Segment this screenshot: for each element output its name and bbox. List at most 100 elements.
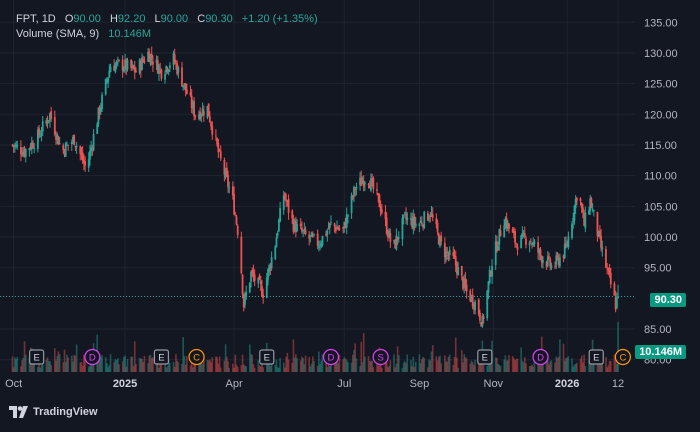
candle-body	[293, 220, 296, 232]
event-marker-d[interactable]: D	[322, 348, 340, 366]
candle-body	[516, 246, 519, 250]
candle	[503, 218, 506, 238]
tradingview-logo-icon	[9, 406, 28, 418]
candle	[235, 214, 238, 226]
event-marker-e[interactable]: E	[477, 349, 493, 365]
volume-bar	[251, 354, 254, 372]
candle	[159, 62, 162, 74]
candle	[113, 59, 116, 71]
volume-bar	[73, 354, 75, 372]
volume-bar	[444, 355, 446, 372]
event-marker-e[interactable]: E	[588, 349, 604, 365]
candle-body	[194, 115, 197, 117]
candle	[87, 152, 90, 172]
event-marker-d[interactable]: D	[532, 348, 549, 366]
volume-bar	[333, 357, 336, 372]
tradingview-branding[interactable]: TradingView	[9, 404, 98, 420]
interval-label[interactable]: 1D	[41, 13, 56, 25]
volume-bar	[490, 363, 492, 372]
event-marker-e[interactable]: E	[259, 349, 275, 365]
volume-bar	[160, 364, 163, 372]
candle-body	[244, 294, 246, 305]
candle	[437, 232, 440, 245]
candle	[193, 97, 196, 121]
candle-body	[608, 268, 611, 274]
candle	[11, 143, 14, 147]
volume-bar	[516, 358, 519, 372]
grid	[0, 0, 635, 372]
candle-body	[46, 120, 49, 123]
candle	[470, 294, 473, 303]
event-marker-s[interactable]: S	[372, 348, 389, 366]
volume-indicator-label[interactable]: Volume (SMA, 9)	[16, 28, 100, 40]
candle	[377, 192, 380, 203]
volume-bar	[419, 363, 422, 372]
volume-bar	[275, 359, 278, 372]
event-marker-c[interactable]: C	[188, 348, 205, 366]
volume-bar	[362, 333, 365, 372]
volume-bar	[452, 365, 455, 372]
candle	[471, 288, 474, 310]
candle	[512, 227, 515, 239]
candle-body	[183, 83, 186, 87]
candle	[462, 276, 464, 291]
volume-bar	[66, 354, 68, 372]
candle-body	[242, 293, 245, 308]
time-axis[interactable]: Oct 2025 Apr Jul Sep Nov 2026 12	[5, 378, 624, 390]
price-axis[interactable]: 135.00 130.00 125.00 120.00 115.00 110.00 105.…	[644, 17, 678, 366]
candle-series	[11, 46, 619, 328]
candle	[309, 235, 312, 243]
volume-bar	[462, 362, 464, 372]
candle	[244, 291, 246, 309]
symbol-label[interactable]: FPT	[16, 13, 36, 25]
volume-bar	[545, 360, 548, 372]
candle-body	[287, 199, 290, 213]
candle-body	[219, 151, 222, 159]
candle	[101, 92, 103, 113]
candle	[149, 53, 152, 67]
candle	[498, 228, 501, 251]
volume-bar	[606, 367, 608, 372]
candle	[448, 246, 451, 261]
candle-body	[411, 218, 414, 228]
volume-bar	[430, 351, 433, 372]
volume-bar	[14, 357, 16, 372]
candle	[617, 284, 619, 299]
candle-body	[156, 60, 159, 74]
candle	[293, 218, 296, 233]
volume-bar	[312, 356, 314, 372]
candle-body	[24, 149, 27, 157]
candle-body	[589, 198, 592, 212]
event-marker-e[interactable]: E	[153, 349, 170, 365]
candle	[405, 207, 407, 225]
event-badge	[372, 348, 389, 366]
candle	[284, 191, 286, 201]
event-marker-e[interactable]: E	[29, 349, 45, 365]
event-marker-d[interactable]: D	[84, 348, 101, 366]
candle	[615, 292, 618, 310]
candle-body	[540, 256, 543, 263]
volume-bar	[440, 363, 443, 372]
volume-bar	[258, 365, 261, 372]
candle-body	[436, 222, 439, 232]
candle-body	[164, 74, 166, 80]
event-label: D	[537, 353, 544, 364]
event-marker-c[interactable]: C	[614, 348, 631, 366]
candle	[181, 61, 183, 87]
candle	[115, 60, 118, 70]
candle-body	[12, 145, 15, 147]
volume-bar	[12, 367, 15, 372]
candle	[387, 229, 389, 242]
candle-body	[460, 266, 463, 276]
volume-bar	[150, 358, 153, 372]
candle-body	[465, 284, 468, 292]
volume-bar	[140, 358, 142, 372]
volume-bar	[245, 366, 247, 372]
volume-bar	[514, 360, 516, 372]
volume-bar	[113, 362, 115, 372]
candle-body	[393, 240, 395, 242]
candle	[321, 235, 324, 247]
